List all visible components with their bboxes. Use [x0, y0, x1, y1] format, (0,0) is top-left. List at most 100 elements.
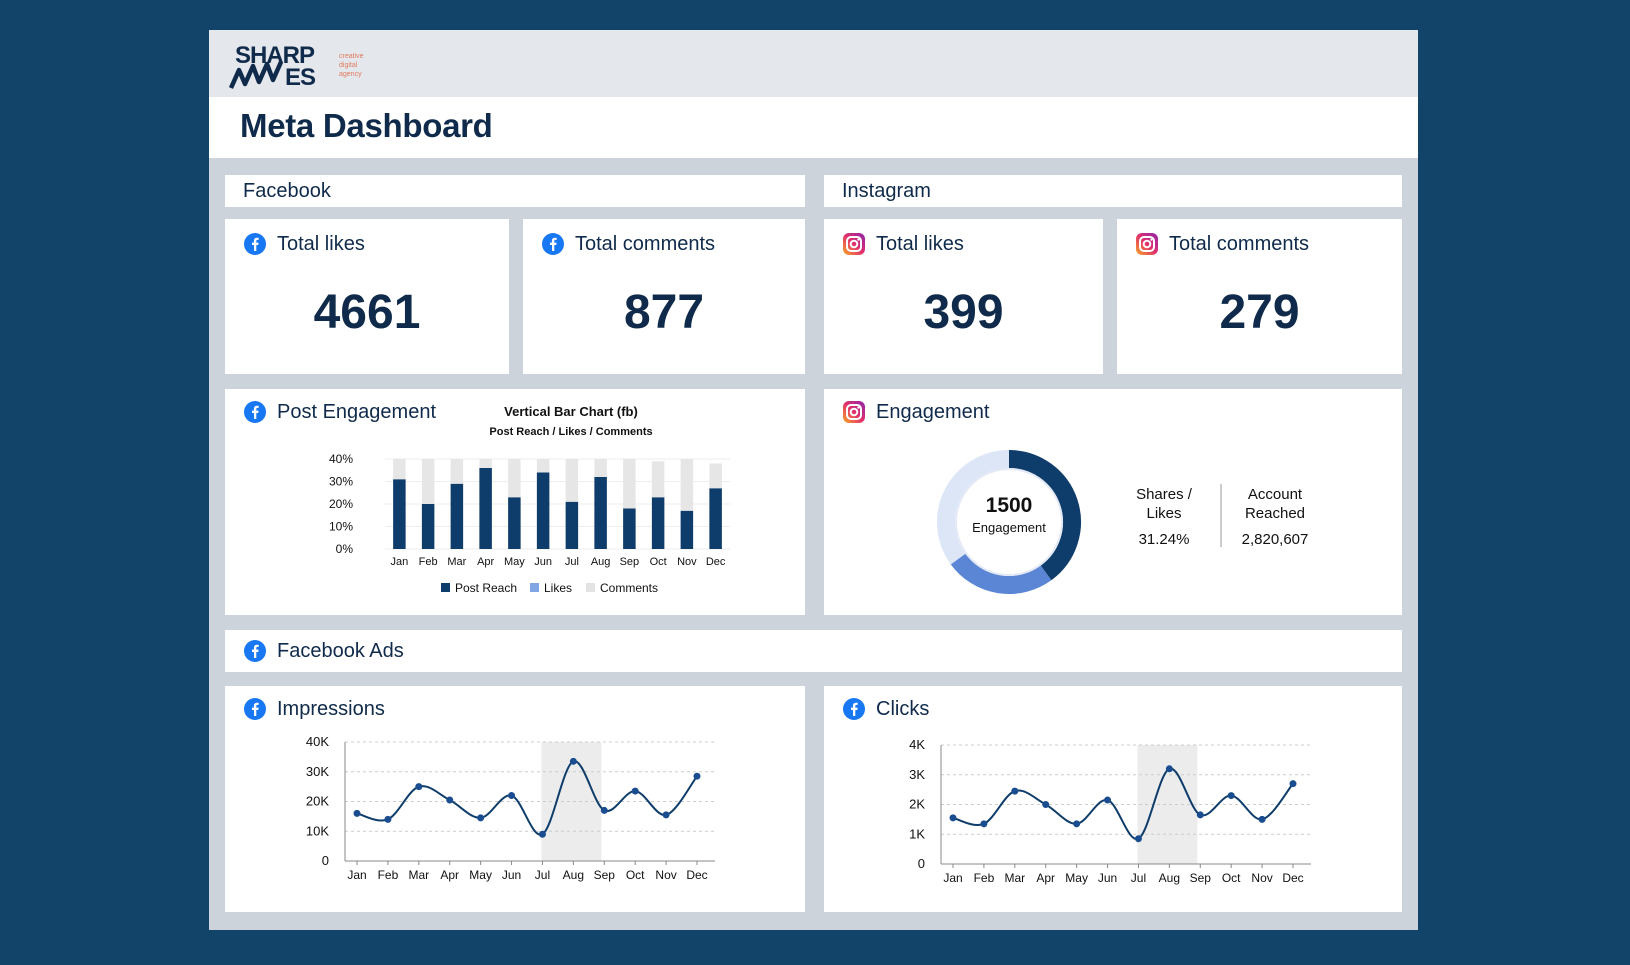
bar-post-reach[interactable] [421, 504, 435, 549]
section-instagram-label: Instagram [842, 180, 931, 202]
bar-comments[interactable] [450, 459, 464, 484]
card-title: Engagement [876, 400, 990, 423]
kpi-card-fb-likes[interactable]: Total likes 4661 [225, 219, 509, 374]
card-head: Post Engagement [243, 400, 436, 424]
data-point[interactable] [980, 820, 988, 828]
data-point[interactable] [446, 796, 454, 804]
sharp-waves-logo[interactable]: SHARP ES creative digital agency [227, 36, 377, 92]
title-bar: Meta Dashboard [209, 97, 1418, 158]
bar-comments[interactable] [623, 459, 636, 509]
legend-swatch [586, 583, 595, 592]
section-facebook: Facebook [225, 175, 805, 207]
y-tick-label: 10K [306, 823, 329, 838]
card-title: Clicks [876, 697, 930, 720]
kpi-label: Total comments [1169, 232, 1310, 255]
data-point[interactable] [1011, 787, 1019, 795]
data-point[interactable] [353, 809, 361, 817]
data-point[interactable] [1134, 835, 1142, 843]
data-point[interactable] [538, 830, 546, 838]
y-tick-label: 20K [306, 794, 329, 809]
x-tick-label: Sep [594, 868, 616, 882]
data-point[interactable] [415, 783, 423, 791]
section-facebook-label: Facebook [243, 180, 331, 202]
y-tick-label: 30% [329, 475, 353, 489]
legend-label: Likes [544, 581, 572, 595]
kpi-card-ig-likes[interactable]: Total likes 399 [824, 219, 1103, 374]
bar-post-reach[interactable] [536, 472, 550, 550]
data-point[interactable] [949, 814, 957, 822]
facebook-icon [843, 698, 865, 720]
data-point[interactable] [631, 787, 639, 795]
bar-comments[interactable] [565, 459, 579, 502]
bar-comments[interactable] [709, 463, 722, 489]
y-tick-label: 30K [306, 764, 329, 779]
data-point[interactable] [1104, 796, 1112, 804]
data-point[interactable] [1227, 792, 1235, 800]
x-tick-label: Oct [1222, 871, 1241, 885]
data-point[interactable] [693, 772, 701, 780]
y-tick-label: 0 [918, 856, 925, 871]
kpi-card-ig-comments[interactable]: Total comments 279 [1117, 219, 1402, 374]
data-point[interactable] [508, 792, 516, 800]
data-point[interactable] [662, 811, 670, 819]
x-tick-label: Apr [440, 868, 459, 882]
logo-tagline-1: creative [339, 53, 364, 60]
bar-post-reach[interactable] [479, 468, 492, 549]
data-point[interactable] [1289, 780, 1297, 788]
data-point[interactable] [1165, 765, 1173, 773]
bar-post-reach[interactable] [594, 477, 607, 549]
bar-post-reach[interactable] [651, 497, 665, 549]
data-point[interactable] [1042, 801, 1050, 808]
bar-comments[interactable] [508, 459, 521, 498]
y-tick-label: 1K [909, 826, 925, 841]
x-tick-label: Jun [1098, 871, 1117, 885]
x-tick-label: Jul [1131, 871, 1146, 885]
facebook-icon [542, 233, 564, 255]
x-tick-label: Jul [535, 868, 550, 882]
x-tick-label: May [1065, 871, 1088, 885]
data-point[interactable] [600, 806, 608, 814]
donut-slice-2[interactable] [937, 450, 1010, 565]
bar-comments[interactable] [536, 459, 550, 473]
donut-inner-ring [955, 468, 1063, 576]
dashboard-frame: SHARP ES creative digital agency Meta Da… [209, 30, 1418, 930]
stat-shares-value: 31.24% [1139, 531, 1190, 548]
legend-swatch [530, 583, 539, 592]
data-point[interactable] [569, 757, 577, 765]
bar-post-reach[interactable] [450, 483, 464, 549]
bar-post-reach[interactable] [565, 501, 579, 549]
bar-comments[interactable] [680, 459, 694, 511]
y-tick-label: 0 [322, 853, 329, 868]
clicks-card: Clicks 0 1K 2K 3K 4K Jan Feb Mar Apr May Jun Jul Aug… [824, 686, 1402, 912]
bar-post-reach[interactable] [623, 508, 636, 550]
donut-slice-1[interactable] [950, 553, 1052, 594]
data-point[interactable] [1258, 815, 1266, 823]
data-point[interactable] [1196, 811, 1204, 819]
kpi-card-fb-comments[interactable]: Total comments 877 [523, 219, 805, 374]
bar-post-reach[interactable] [393, 479, 406, 549]
series-line [952, 767, 1294, 840]
bar-post-reach[interactable] [508, 497, 521, 549]
chart-title: Vertical Bar Chart (fb) [504, 404, 638, 419]
donut-slice-0[interactable] [1008, 450, 1081, 581]
card-title: Post Engagement [277, 400, 436, 423]
bar-post-reach[interactable] [680, 510, 694, 549]
kpi-head: Total likes [243, 232, 365, 256]
x-tick-label: Aug [1159, 871, 1180, 885]
card-head: Clicks [842, 697, 929, 721]
bar-comments[interactable] [651, 461, 665, 498]
bar-comments[interactable] [393, 459, 406, 480]
bar-comments[interactable] [421, 459, 435, 504]
bar-post-reach[interactable] [709, 488, 722, 549]
x-tick-label: Aug [591, 556, 611, 568]
bar-comments[interactable] [479, 459, 492, 468]
x-tick-label: Nov [1251, 871, 1272, 885]
kpi-value: 877 [623, 286, 705, 339]
logo-tagline-2: digital [339, 62, 358, 69]
data-point[interactable] [477, 814, 485, 822]
kpi-value: 399 [923, 286, 1004, 339]
section-instagram: Instagram [824, 175, 1402, 207]
data-point[interactable] [1073, 820, 1081, 828]
bar-comments[interactable] [594, 459, 607, 477]
data-point[interactable] [384, 815, 392, 823]
